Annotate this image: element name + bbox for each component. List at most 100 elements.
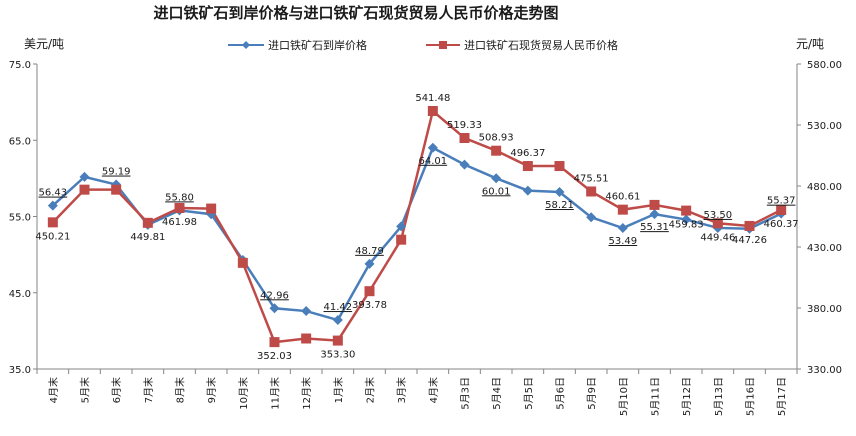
series-2-point	[396, 234, 407, 245]
data-label-series-2: 459.83	[669, 220, 704, 231]
series-2-point	[459, 133, 470, 144]
data-label-series-2: 461.98	[162, 217, 197, 228]
series-2-point	[301, 333, 312, 344]
series-1-point	[332, 315, 343, 326]
series-2-point	[206, 203, 217, 214]
x-tick-label: 12月末	[300, 377, 313, 410]
series-1-point	[522, 185, 533, 196]
data-label-series-2: 449.81	[130, 232, 165, 243]
legend: 进口铁矿石到岸价格 进口铁矿石现货贸易人民币价格	[228, 38, 618, 52]
data-label-series-2: 460.37	[764, 219, 799, 230]
series-1-point	[554, 187, 565, 198]
data-label-series-2: 496.37	[510, 148, 545, 159]
series-2-point	[364, 286, 375, 297]
data-label-series-1: 56.43	[39, 188, 68, 199]
series-2-point	[142, 217, 153, 228]
data-label-series-2: 449.46	[700, 232, 735, 243]
x-tick-label: 6月末	[110, 377, 123, 403]
left-tick-label: 55.0	[9, 213, 31, 224]
series-2-point	[237, 257, 248, 268]
legend-marker-diamond	[242, 41, 250, 49]
x-tick-label: 2月末	[364, 377, 377, 403]
x-tick-label: 4月末	[427, 377, 440, 403]
x-tick-label: 5月9日	[586, 377, 598, 410]
right-tick-label: 530.00	[807, 121, 842, 132]
data-label-series-1: 59.19	[102, 167, 131, 178]
data-label-series-2: 508.93	[479, 133, 514, 144]
series-2-point	[776, 204, 787, 215]
series-2-point	[522, 161, 533, 172]
series-1-point	[364, 258, 375, 269]
x-tick-label: 5月10日	[618, 377, 630, 416]
legend-marker-square	[439, 41, 447, 49]
series-1-point	[269, 303, 280, 314]
series-1-point	[396, 221, 407, 232]
series-1-point	[491, 173, 502, 184]
x-tick-label: 8月末	[174, 377, 187, 403]
x-tick-label: 5月5日	[523, 377, 535, 410]
left-tick-label: 65.0	[9, 136, 31, 147]
right-tick-label: 380.00	[807, 304, 842, 315]
data-label-series-2: 352.03	[257, 351, 292, 362]
right-tick-label: 580.00	[807, 60, 842, 71]
x-tick-label: 5月末	[79, 377, 92, 403]
data-label-series-1: 58.21	[545, 200, 574, 211]
series-2-point	[649, 199, 660, 210]
series-1-point	[427, 142, 438, 153]
series-2-point	[554, 161, 565, 172]
x-tick-label: 5月16日	[745, 377, 757, 416]
series-lines	[51, 108, 782, 344]
data-label-series-1: 53.49	[609, 236, 638, 247]
x-tick-label: 5月4日	[491, 377, 503, 410]
series-1-point	[617, 223, 628, 234]
x-tick-label: 5月11日	[650, 377, 662, 416]
data-label-series-2: 475.51	[574, 173, 609, 184]
data-label-series-2: 450.21	[35, 231, 70, 242]
data-label-series-1: 42.96	[260, 290, 289, 301]
x-tick-label: 11月末	[269, 377, 282, 410]
series-2-point	[174, 202, 185, 213]
data-label-series-2: 541.48	[415, 93, 450, 104]
series-2-point	[111, 184, 122, 195]
left-tick-label: 75.0	[9, 60, 31, 71]
series-2-point	[712, 218, 723, 229]
series-line-2	[51, 108, 782, 344]
data-label-series-2: 460.61	[605, 192, 640, 203]
series-line-1	[51, 146, 782, 322]
series-2-point	[332, 335, 343, 346]
right-tick-label: 330.00	[807, 365, 842, 376]
data-label-series-1: 48.79	[355, 246, 384, 257]
series-2-point	[427, 105, 438, 116]
series-markers	[47, 105, 787, 348]
series-2-point	[681, 205, 692, 216]
right-tick-label: 430.00	[807, 243, 842, 254]
x-tick-label: 1月末	[332, 377, 345, 403]
series-1-point	[649, 209, 660, 220]
data-label-series-1: 53.50	[704, 210, 733, 221]
series-1-point	[47, 200, 58, 211]
series-2-point	[744, 220, 755, 231]
left-tick-label: 45.0	[9, 289, 31, 300]
x-tick-label: 3月末	[395, 377, 408, 403]
x-tick-label: 9月末	[205, 377, 218, 403]
left-axis-unit: 美元/吨	[24, 37, 64, 51]
series-1-point	[681, 214, 692, 225]
x-tick-label: 5月13日	[713, 377, 725, 416]
right-tick-label: 480.00	[807, 182, 842, 193]
series-1-point	[459, 159, 470, 170]
chart-title: 进口铁矿石到岸价格与进口铁矿石现货贸易人民币价格走势图	[153, 4, 558, 22]
x-tick-label: 5月12日	[681, 377, 693, 416]
series-2-point	[491, 145, 502, 156]
series-2-point	[617, 204, 628, 215]
series-1-point	[301, 306, 312, 317]
x-tick-label: 5月3日	[460, 377, 472, 410]
series-2-point	[269, 337, 280, 348]
series-2-point	[47, 217, 58, 228]
data-label-series-2: 447.26	[732, 235, 767, 246]
data-label-series-2: 353.30	[320, 350, 355, 361]
x-tick-label: 4月末	[47, 377, 60, 403]
data-label-series-1: 41.42	[324, 302, 353, 313]
data-label-series-2: 519.33	[447, 120, 482, 131]
data-label-series-1: 55.37	[767, 196, 796, 207]
